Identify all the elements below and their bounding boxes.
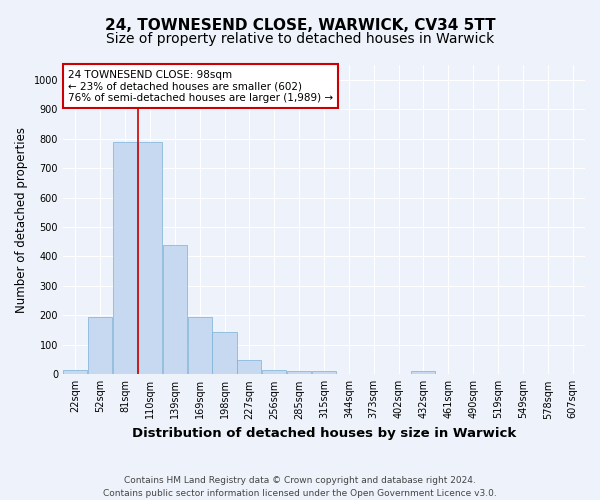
Bar [287,372,311,374]
Bar [63,370,88,374]
Bar [138,142,162,374]
Text: Size of property relative to detached houses in Warwick: Size of property relative to detached ho… [106,32,494,46]
Text: 24, TOWNESEND CLOSE, WARWICK, CV34 5TT: 24, TOWNESEND CLOSE, WARWICK, CV34 5TT [104,18,496,32]
Bar [188,317,212,374]
Bar [212,332,236,374]
Y-axis label: Number of detached properties: Number of detached properties [15,126,28,312]
Bar [312,372,336,374]
Bar [88,317,112,374]
Bar [412,372,436,374]
Text: Contains HM Land Registry data © Crown copyright and database right 2024.
Contai: Contains HM Land Registry data © Crown c… [103,476,497,498]
Bar [113,142,137,374]
Bar [238,360,262,374]
X-axis label: Distribution of detached houses by size in Warwick: Distribution of detached houses by size … [132,427,516,440]
Bar [262,370,286,374]
Bar [163,244,187,374]
Text: 24 TOWNESEND CLOSE: 98sqm
← 23% of detached houses are smaller (602)
76% of semi: 24 TOWNESEND CLOSE: 98sqm ← 23% of detac… [68,70,333,103]
